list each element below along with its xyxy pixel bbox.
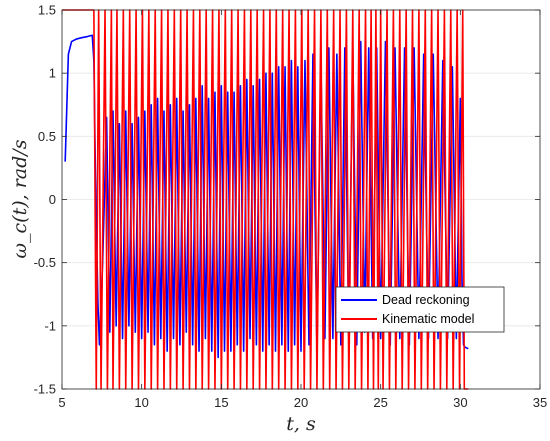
- y-tick-label: 1.5: [38, 3, 56, 18]
- axis-ticks: [61, 9, 541, 390]
- series-group: [62, 9, 469, 390]
- legend-label-dead-reckoning: Dead reckoning: [382, 293, 470, 307]
- x-tick-label: 20: [294, 395, 308, 410]
- x-tick-label: 30: [453, 395, 467, 410]
- x-tick-label: 35: [533, 395, 547, 410]
- y-tick-label: 0.5: [38, 129, 56, 144]
- legend-box: [335, 286, 505, 333]
- y-tick-label: -1: [44, 318, 56, 333]
- x-tick-label: 25: [373, 395, 387, 410]
- y-axis-label: ω_c(t), rad/s: [9, 139, 31, 258]
- y-tick-labels: -1.5 -1 -0.5 0 0.5 1 1.5: [34, 3, 56, 397]
- legend: Dead reckoning Kinematic model: [335, 286, 505, 333]
- x-tick-label: 5: [58, 395, 65, 410]
- x-tick-label: 10: [134, 395, 148, 410]
- y-tick-label: -0.5: [34, 255, 56, 270]
- x-axis-label: t, s: [286, 413, 316, 435]
- y-tick-label: 0: [49, 192, 56, 207]
- x-tick-label: 15: [214, 395, 228, 410]
- x-tick-labels: 5 10 15 20 25 30 35: [58, 395, 547, 410]
- y-tick-label: -1.5: [34, 382, 56, 397]
- legend-label-kinematic-model: Kinematic model: [382, 312, 474, 326]
- series-line-kinematic-model: [62, 9, 469, 390]
- y-tick-label: 1: [49, 66, 56, 81]
